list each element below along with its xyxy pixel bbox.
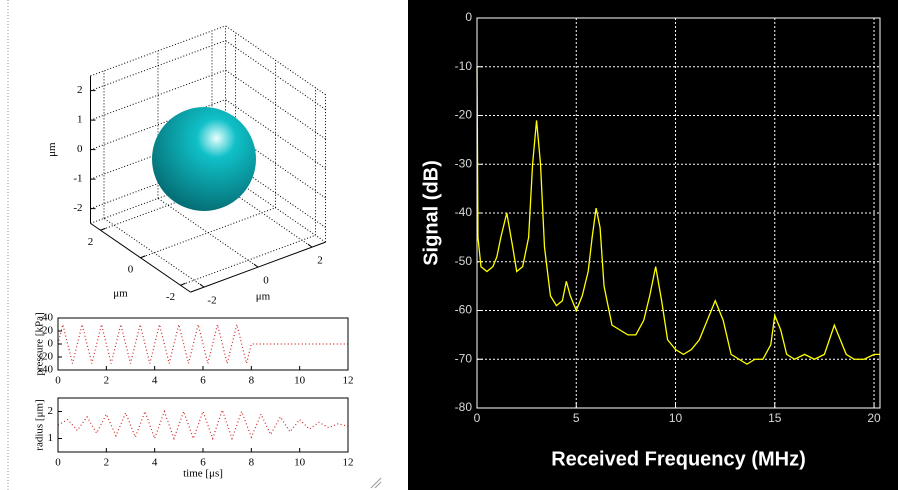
x-tick-label: 0 <box>474 411 481 425</box>
y-tick-label: -40 <box>455 205 473 219</box>
y-tick-label: -10 <box>455 59 473 73</box>
tick-mark <box>100 227 106 231</box>
y-tick-label: -80 <box>455 400 473 414</box>
grid-line <box>225 99 326 169</box>
z-tick-label: -1 <box>73 173 82 185</box>
tick-mark <box>140 255 146 259</box>
y-tick-label: -40 <box>38 364 53 376</box>
y-tick-label: 40 <box>42 312 54 324</box>
y-tick-label: -20 <box>38 351 53 363</box>
y-tick-label: -2 <box>166 291 175 303</box>
y-axis-label: Signal (dB) <box>420 160 442 266</box>
plot-frame <box>476 17 881 409</box>
x-tick-label: 12 <box>343 457 354 469</box>
x-tick-label: 2 <box>317 255 323 267</box>
z-axis-label: μm <box>46 142 58 157</box>
z-tick-label: 0 <box>77 143 83 155</box>
y-tick-label: 20 <box>42 325 54 337</box>
x-tick-label: 0 <box>263 275 269 287</box>
grid-line <box>103 217 205 288</box>
grid-line <box>225 69 326 140</box>
y-axis-label: radius [μm] <box>34 399 46 450</box>
x-tick-label: 6 <box>200 375 206 387</box>
x-tick-label: 0 <box>55 375 61 387</box>
x-tick-label: 4 <box>152 375 158 387</box>
z-tick-label: 1 <box>77 114 83 126</box>
y-tick-label: -70 <box>455 351 473 365</box>
grid-line <box>157 197 259 268</box>
y-tick-label: 0 <box>128 263 134 275</box>
x-tick-label: 10 <box>294 457 306 469</box>
y-tick-label: -30 <box>455 156 473 170</box>
y-tick-label: 1 <box>48 432 54 444</box>
y-tick-label: 0 <box>465 10 472 24</box>
x-tick-label: 8 <box>249 457 255 469</box>
tick-mark <box>307 243 313 248</box>
spectrum-background <box>408 0 898 490</box>
x-tick-label: 10 <box>294 375 306 387</box>
data-line <box>476 66 880 365</box>
plot-frame <box>57 397 349 453</box>
y-tick-label: 2 <box>88 236 94 248</box>
y-tick-label: 0 <box>48 338 54 350</box>
x-tick-label: -2 <box>207 295 216 307</box>
x-tick-label: 20 <box>867 411 881 425</box>
z-tick-label: -2 <box>73 202 82 214</box>
plot-frame <box>57 317 349 371</box>
y-axis-label: pressure [kPa] <box>34 312 46 375</box>
data-line <box>57 324 348 364</box>
x-tick-label: 2 <box>104 457 110 469</box>
x-tick-label: 2 <box>104 375 110 387</box>
y-tick-label: -60 <box>455 303 473 317</box>
y-tick-label: -50 <box>455 254 473 268</box>
x-tick-label: 10 <box>669 411 683 425</box>
z-tick-label: 2 <box>77 84 83 96</box>
tick-mark <box>180 282 186 286</box>
x-tick-label: 12 <box>343 375 354 387</box>
x-tick-label: 15 <box>768 411 782 425</box>
grid-line <box>225 128 326 199</box>
x-tick-label: 0 <box>55 457 61 469</box>
x-axis-label: time [μs] <box>183 468 223 480</box>
y-axis-label: μm <box>113 287 128 299</box>
x-tick-label: 5 <box>573 411 580 425</box>
x-tick-label: 4 <box>152 457 158 469</box>
x-axis-label: Received Frequency (MHz) <box>551 448 806 470</box>
tick-mark <box>253 263 259 268</box>
x-tick-label: 6 <box>200 457 206 469</box>
resize-grip <box>370 477 382 489</box>
sphere <box>152 107 256 211</box>
tick-mark <box>199 283 205 288</box>
grid-line <box>225 158 326 228</box>
x-tick-label: 8 <box>249 375 255 387</box>
y-tick-label: 2 <box>48 405 54 417</box>
y-tick-label: -20 <box>455 108 473 122</box>
x-axis-label: μm <box>256 291 271 303</box>
